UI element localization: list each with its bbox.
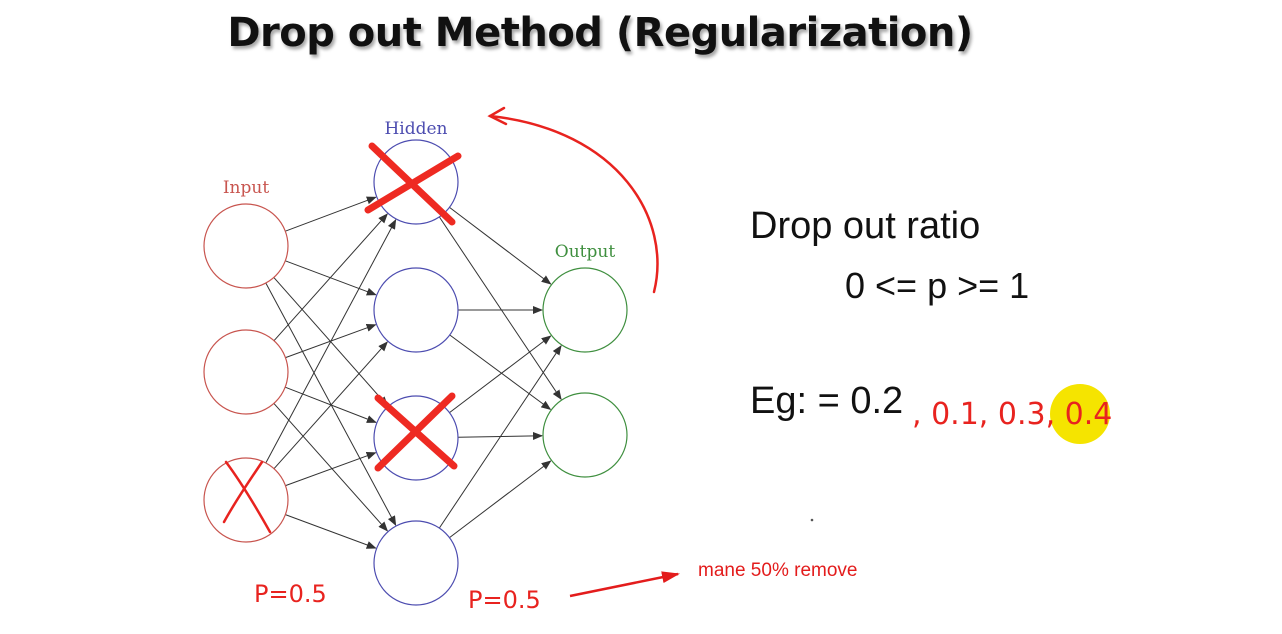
stray-dot [810,518,814,522]
example-text: Eg: = 0.2 [750,380,904,422]
output-layer-label: Output [555,242,616,262]
edge-input-2-to-hidden-4 [273,403,389,532]
remove-note: mane 50% remove [698,560,858,581]
drop-cross-hidden-1 [364,142,462,226]
drop-cross-hidden-3 [374,392,458,472]
edge-input-3-to-hidden-3 [285,452,377,487]
highlight-circle [1050,384,1110,444]
edge-input-1-to-hidden-1 [285,196,377,232]
output-node-2 [542,392,628,478]
edge-hidden-4-to-output-2 [449,460,552,538]
hidden-layer-label: Hidden [384,119,447,139]
input-node-1 [203,203,289,289]
edge-hidden-1-to-output-1 [449,207,552,285]
page-title: Drop out Method (Regularization) [227,10,973,56]
edge-hidden-4-to-output-1 [438,344,562,529]
edge-input-2-to-hidden-1 [273,213,388,342]
input-node-2 [203,329,289,415]
p-hidden-annotation: P=0.5 [468,586,541,614]
edge-hidden-1-to-output-2 [438,216,562,401]
edge-hidden-2-to-output-2 [449,334,552,410]
red-curve-arrow [488,114,659,294]
output-node-1 [542,267,628,353]
hidden-node-2 [373,267,459,353]
drop-cross-input-3 [222,460,272,534]
dropout-ratio-formula: 0 <= p >= 1 [845,265,1030,306]
edge-input-3-to-hidden-2 [273,341,388,470]
p-input-annotation: P=0.5 [254,580,327,608]
nodes-group [203,139,628,606]
example-values-annotation: , 0.1, 0.3, 0.4 [912,397,1112,432]
edge-input-3-to-hidden-4 [285,514,377,549]
input-layer-label: Input [223,178,269,198]
edge-input-3-to-hidden-1 [265,219,397,464]
note-arrow [569,571,680,598]
hidden-node-4 [373,520,459,606]
edge-input-1-to-hidden-4 [265,282,397,526]
dropout-ratio-heading: Drop out ratio [750,205,981,247]
red-curve-arrowhead [487,106,508,126]
edges-group [265,196,562,549]
edge-hidden-3-to-output-1 [449,335,552,413]
input-node-3 [203,457,289,543]
